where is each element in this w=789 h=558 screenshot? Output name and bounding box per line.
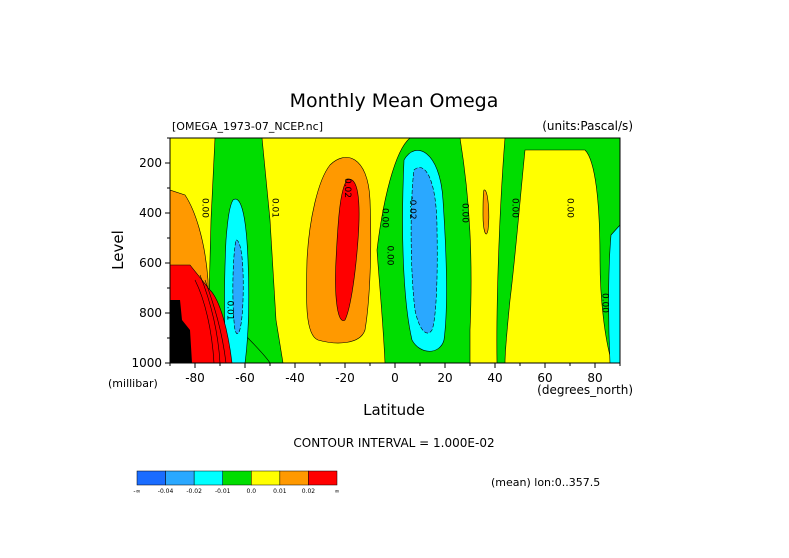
- colorbar-swatch: [308, 470, 338, 486]
- y-axis: 200 400 600 800 1000: [131, 137, 170, 370]
- contour-label: 0.00: [565, 198, 575, 218]
- colorbar-swatch: [279, 470, 309, 486]
- subtitle-left: [OMEGA_1973-07_NCEP.nc]: [172, 120, 323, 133]
- plot-area: 0.00 0.01 0.02 0.00 0.00 -0.02 0.00 0.00 0.00 0.0…: [169, 137, 621, 364]
- contour-label: 0.00: [380, 208, 390, 228]
- y-tick-label: 600: [139, 256, 162, 270]
- contour-interval-text: CONTOUR INTERVAL = 1.000E-02: [293, 436, 494, 450]
- contour-label: 0.00: [460, 203, 470, 223]
- y-tick-label: 200: [139, 156, 162, 170]
- subtitle-right: (units:Pascal/s): [542, 119, 633, 133]
- colorbar-swatch: [165, 470, 195, 486]
- colorbar-label: -0.01: [215, 488, 231, 495]
- x-tick-label: 80: [587, 371, 602, 385]
- contour-label: -0.02: [407, 196, 417, 219]
- y-tick-label: 400: [139, 206, 162, 220]
- chart-title: Monthly Mean Omega: [290, 90, 499, 112]
- x-axis: -80 -60 -40 -20 0 20 40 60 80: [169, 363, 621, 385]
- x-tick-label: 40: [487, 371, 502, 385]
- colorbar-label: 0.0: [247, 488, 257, 495]
- x-tick-label: 60: [537, 371, 552, 385]
- colorbar-label: 0.01: [273, 488, 287, 495]
- colorbar-label: 0.02: [302, 488, 316, 495]
- colorbar: -∞ -0.04 -0.02 -0.01 0.0 0.01 0.02 ∞: [133, 470, 340, 495]
- colorbar-swatch: [251, 470, 281, 486]
- y-tick-label: 1000: [131, 356, 162, 370]
- contour-label: 0.01: [225, 300, 235, 320]
- y-axis-units: (millibar): [108, 377, 158, 390]
- colorbar-label: -0.02: [186, 488, 202, 495]
- colorbar-swatch: [222, 470, 252, 486]
- x-tick-label: 20: [437, 371, 452, 385]
- contour-label: 0.00: [510, 198, 520, 218]
- y-tick-label: 800: [139, 306, 162, 320]
- x-tick-label: 0: [391, 371, 399, 385]
- x-axis-label: Latitude: [363, 401, 425, 419]
- colorbar-label: -0.04: [158, 488, 174, 495]
- contour-label: 0.00: [600, 293, 610, 313]
- colorbar-label: -∞: [133, 488, 140, 495]
- colorbar-label: ∞: [335, 488, 340, 495]
- x-tick-label: -20: [335, 371, 355, 385]
- contour-fill: [170, 138, 620, 363]
- colorbar-swatch: [136, 470, 166, 486]
- x-tick-label: -40: [285, 371, 305, 385]
- contour-label: 0.02: [342, 178, 352, 198]
- contour-label: 0.01: [270, 198, 280, 218]
- mean-text: (mean) lon:0..357.5: [491, 476, 600, 489]
- colorbar-swatch: [193, 470, 223, 486]
- contour-labels: 0.00 0.01 0.02 0.00 0.00 -0.02 0.00 0.00 0.00 0.0…: [200, 178, 610, 321]
- x-tick-label: -60: [235, 371, 255, 385]
- y-axis-label: Level: [109, 230, 127, 270]
- contour-label: 0.00: [200, 198, 210, 218]
- x-axis-units: (degrees_north): [537, 383, 633, 397]
- contour-label: 0.00: [385, 245, 395, 265]
- x-tick-label: -80: [185, 371, 205, 385]
